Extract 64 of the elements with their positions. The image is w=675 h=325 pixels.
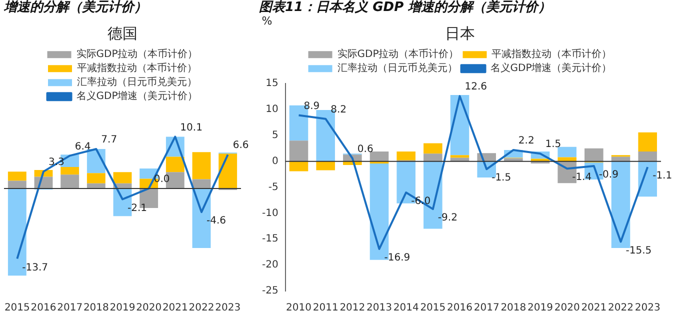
x-tick-label: 2021 [581,302,607,314]
y-tick-label: -10 [262,208,278,219]
x-tick-label: 2017 [474,302,500,314]
chart-title: 图表11：日本名义 GDP 增速的分解（美元计价） [259,0,552,16]
data-label: 10.1 [180,122,202,134]
x-tick-label: 2014 [393,302,419,314]
x-tick-label: 2010 [286,302,312,314]
chart-subtitle: 日本 [445,24,475,42]
data-label: 1.5 [545,139,562,150]
data-label: -13.7 [22,262,48,274]
x-tick-label: 2020 [554,302,580,314]
data-label: 2.2 [518,136,534,147]
data-label: 0.6 [357,144,374,155]
legend-label: 汇率拉动（日元币兑美元） [337,62,458,74]
data-label: 6.4 [74,141,91,152]
x-tick-label: 2015 [420,302,446,314]
x-tick-label: 2019 [110,302,136,314]
x-tick-label: 2016 [447,302,472,314]
data-label: 7.7 [101,134,118,146]
x-tick-label: 2011 [312,302,338,314]
legend-label: 名义GDP增速（美元计价） [490,62,612,74]
chart-subtitle: 德国 [108,24,138,42]
legend-label: 汇率拉动（日元币兑美元） [77,76,197,88]
x-tick-label: 2019 [528,302,553,314]
x-tick-label: 2021 [162,302,188,314]
x-tick-label: 2023 [215,302,241,314]
data-label: -4.6 [206,216,226,227]
x-tick-label: 2020 [136,302,162,314]
data-label: -1.5 [492,172,512,184]
x-tick-label: 2018 [83,302,109,314]
x-tick-label: 2012 [340,302,366,314]
x-tick-label: 2022 [608,302,634,314]
legend-label: 实际GDP拉动（本币计价） [337,48,459,60]
x-tick-label: 2022 [188,302,214,314]
y-tick-label: 0 [272,156,278,167]
legend-label: 平减指数拉动（本币计价） [492,48,612,60]
y-tick-label: 15 [266,78,278,90]
data-label: -15.5 [626,245,652,256]
data-label: -1.4 [572,172,592,184]
legend-label: 实际GDP拉动（本币计价） [76,48,198,60]
x-tick-label: 2015 [4,302,30,314]
y-tick-label: -25 [262,286,278,297]
data-label: 6.6 [232,140,249,152]
chart-title: 增速的分解（美元计价） [3,0,147,16]
data-label: -2.1 [128,202,148,214]
data-label: 8.2 [330,104,346,116]
data-label: 8.9 [304,100,320,112]
x-tick-label: 2017 [57,302,83,314]
x-tick-label: 2023 [634,302,660,314]
x-tick-label: 2018 [500,302,526,314]
data-label: -16.9 [384,252,410,264]
data-label: -9.2 [438,212,458,224]
y-tick-label: 5 [272,130,278,142]
y-axis-title: % [262,14,272,28]
data-label: -1.1 [652,170,672,182]
y-tick-label: 10 [266,104,278,116]
legend-label: 名义GDP增速（美元计价） [76,90,198,102]
x-tick-label: 2013 [366,302,392,314]
y-tick-label: -15 [262,234,278,245]
y-tick-label: -5 [268,182,278,193]
data-label: 12.6 [464,82,488,93]
y-tick-label: -20 [262,260,278,271]
legend-label: 平减指数拉动（本币计价） [77,62,197,74]
x-tick-label: 2016 [30,302,56,314]
